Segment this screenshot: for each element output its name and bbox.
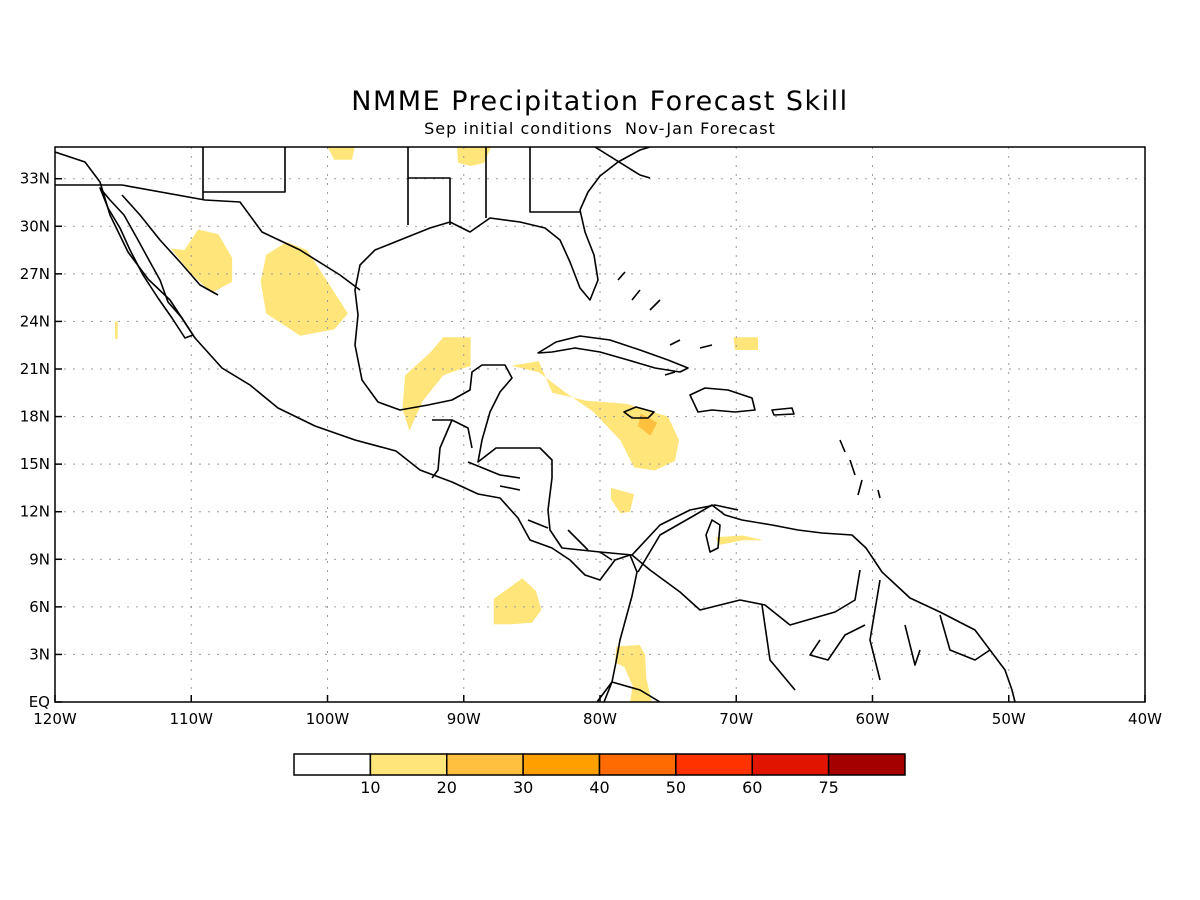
lat-tick-label: 33N — [20, 170, 50, 188]
gridlines — [55, 147, 1145, 702]
lat-tick-label: 15N — [20, 455, 50, 473]
lon-tick-label: 90W — [447, 710, 481, 728]
sonora-coast — [121, 194, 219, 296]
colorbar-swatch — [369, 753, 448, 776]
lat-tick-label: 6N — [29, 598, 50, 616]
lon-tick-label: 80W — [583, 710, 617, 728]
map-subtitle: Sep initial conditions Nov-Jan Forecast — [424, 119, 776, 138]
colorbar-label: 20 — [437, 778, 457, 797]
lat-tick-label: 18N — [20, 408, 50, 426]
hispaniola — [689, 387, 756, 413]
country-borders — [55, 147, 991, 702]
lake-maracaibo — [705, 519, 721, 553]
coastlines-and-borders — [55, 147, 1016, 702]
lat-tick-label: 21N — [20, 360, 50, 378]
jamaica — [623, 406, 655, 419]
skill-region — [511, 361, 679, 471]
lon-tick-label: 40W — [1128, 710, 1162, 728]
lat-tick-label: 12N — [20, 503, 50, 521]
colorbar-swatch — [827, 753, 906, 776]
gulf-coastline — [354, 237, 553, 478]
lat-tick-label: 24N — [20, 312, 50, 330]
us-gulf-coast — [404, 209, 599, 301]
map-title: NMME Precipitation Forecast Skill — [351, 86, 849, 117]
skill-region — [733, 337, 758, 350]
colorbar-label: 30 — [513, 778, 533, 797]
colorbar-swatch — [446, 753, 524, 776]
skill-region — [402, 337, 471, 431]
pacific-coastline — [55, 151, 638, 702]
us-atlantic-coast — [579, 147, 651, 211]
colorbar-swatch — [675, 753, 753, 776]
lon-tick-label: 70W — [719, 710, 753, 728]
baja-california — [99, 187, 194, 339]
lon-tick-label: 120W — [33, 710, 77, 728]
lat-tick-label: 30N — [20, 217, 50, 235]
colorbar-label: 60 — [742, 778, 762, 797]
lat-tick-label: EQ — [29, 693, 50, 711]
lon-tick-label: 110W — [170, 710, 214, 728]
colorbar-label: 75 — [818, 778, 838, 797]
skill-region — [615, 644, 652, 702]
colorbar-label: 50 — [666, 778, 686, 797]
lat-tick-label: 3N — [29, 645, 50, 663]
skill-region — [260, 242, 348, 336]
central-america-caribbean-coast — [547, 477, 739, 556]
skill-shading-layer — [115, 147, 764, 702]
lon-tick-label: 50W — [992, 710, 1026, 728]
puerto-rico — [771, 407, 795, 416]
skill-region — [115, 321, 118, 339]
colorbar-swatch — [751, 753, 830, 776]
skill-region — [610, 487, 635, 514]
skill-region — [715, 535, 764, 545]
lon-tick-label: 60W — [856, 710, 890, 728]
map-background — [55, 147, 1145, 702]
skill-region — [170, 229, 233, 293]
skill-region — [307, 147, 355, 160]
axes: 120W 110W 100W 90W 80W 70W 60W 50W 40W EQ 3N 6N 9N 12… — [20, 170, 1162, 728]
lon-tick-label: 100W — [306, 710, 350, 728]
colorbar-label: 10 — [360, 778, 380, 797]
cuba — [537, 335, 689, 373]
colorbar-swatch — [522, 753, 601, 776]
colorbar-swatch — [293, 753, 372, 776]
lat-tick-label: 27N — [20, 265, 50, 283]
colorbar-label: 40 — [589, 778, 609, 797]
colorbar: 10 20 30 40 50 60 75 — [293, 753, 906, 797]
skill-region — [456, 147, 491, 166]
skill-region — [638, 413, 658, 436]
lat-tick-label: 9N — [29, 550, 50, 568]
skill-region — [493, 578, 542, 625]
colorbar-swatch — [598, 753, 677, 776]
bahamas-islands — [617, 271, 881, 499]
